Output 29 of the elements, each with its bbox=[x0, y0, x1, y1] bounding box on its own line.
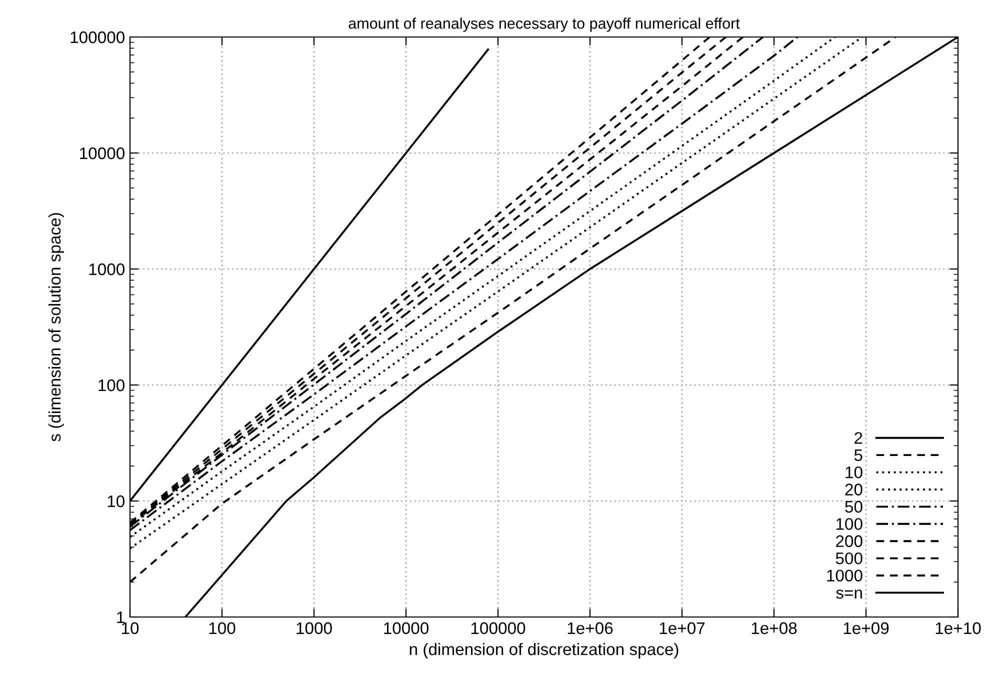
legend-label: 20 bbox=[845, 484, 862, 496]
y-tick-label: 10 bbox=[108, 495, 124, 508]
x-tick-label: 1e+07 bbox=[660, 622, 705, 634]
x-tick-label: 1e+08 bbox=[752, 622, 797, 634]
legend-label: s=n bbox=[836, 590, 862, 599]
x-tick-label: 1e+06 bbox=[568, 622, 613, 634]
y-tick-label: 10000 bbox=[80, 147, 124, 160]
y-tick-label: 1000 bbox=[89, 263, 124, 276]
legend-label: 1000 bbox=[827, 570, 862, 582]
y-tick-label: 100000 bbox=[70, 31, 124, 44]
x-tick-label: 100 bbox=[209, 622, 236, 634]
legend-label: 50 bbox=[845, 500, 862, 513]
x-tick-label: 10000 bbox=[384, 622, 429, 634]
legend-label: 200 bbox=[836, 535, 862, 548]
x-tick-label: 100000 bbox=[471, 622, 526, 634]
legend-label: 10 bbox=[846, 466, 862, 478]
y-axis-title: s (dimension of solution space) bbox=[48, 213, 64, 442]
x-tick-label: 1e+10 bbox=[936, 622, 981, 634]
y-tick-label: 1 bbox=[117, 612, 124, 624]
x-tick-label: 1000 bbox=[296, 622, 332, 634]
legend-label: 2 bbox=[854, 432, 862, 444]
x-tick-label: 1e+09 bbox=[844, 622, 889, 634]
legend-label: 500 bbox=[836, 552, 862, 564]
legend-label: 5 bbox=[854, 449, 862, 462]
x-tick-label: 10 bbox=[122, 622, 139, 634]
y-tick-label: 100 bbox=[98, 379, 124, 392]
legend-label: 100 bbox=[836, 518, 862, 530]
x-axis-title: n (dimension of discretization space) bbox=[410, 642, 678, 658]
chart-title: amount of reanalyses necessary to payoff numerical effort bbox=[348, 18, 740, 32]
